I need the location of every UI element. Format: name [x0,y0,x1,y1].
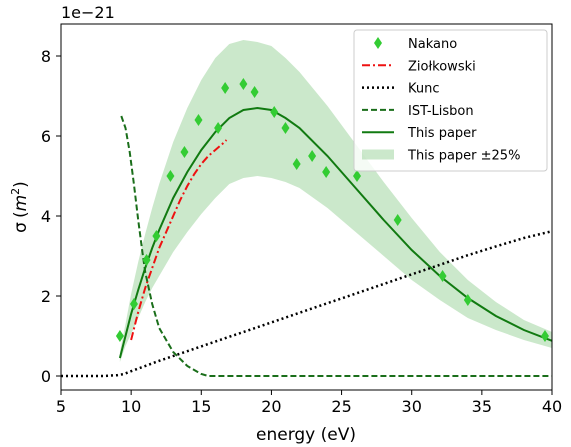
data-point-16 [353,170,362,182]
y-ticks: 0 2 4 6 8 [41,47,61,386]
legend: Nakano Ziołkowski Kunc IST-Lisbon This paper… [353,29,548,172]
x-tick-label: 15 [191,397,211,416]
markers-layer [115,78,549,342]
y-axis-label-close: ) [11,181,31,188]
data-point-8 [221,82,230,94]
legend-swatch [362,149,394,160]
plot-frame [60,23,553,391]
y-axis-label-exponent: 2 [9,188,22,195]
x-ticks: 5 10 15 20 25 30 35 40 [56,390,562,416]
legend-label: IST-Lisbon [408,104,474,119]
data-point-14 [308,150,317,162]
data-point-0 [115,330,124,342]
data-point-17 [393,214,402,226]
legend-label: Nakano [408,37,457,52]
data-point-4 [166,170,175,182]
x-tick-label: 30 [402,397,422,416]
y-tick-label: 4 [41,207,51,226]
y-axis-label-unit: m [11,195,31,212]
data-point-7 [214,122,223,134]
legend-label: This paper ±25% [407,149,520,164]
x-tick-label: 40 [542,397,562,416]
data-point-12 [281,122,290,134]
data-point-20 [540,330,549,342]
data-point-3 [152,230,161,242]
data-point-11 [270,106,279,118]
data-point-1 [129,298,138,310]
legend-entries: Nakano Ziołkowski Kunc IST-Lisbon This paper… [362,37,520,164]
x-tick-label: 20 [261,397,281,416]
data-point-6 [194,114,203,126]
y-axis-label-symbol: σ [11,222,31,233]
x-tick-label: 10 [121,397,141,416]
data-point-2 [142,254,151,266]
y-tick-label: 6 [41,127,51,146]
legend-box [353,29,548,172]
offset-text: 1e−21 [61,3,115,22]
y-tick-label: 2 [41,287,51,306]
data-point-9 [239,78,248,90]
data-point-10 [250,86,259,98]
x-tick-label: 35 [472,397,492,416]
legend-label: This paper [407,126,477,141]
x-tick-label: 25 [331,397,351,416]
x-axis-label: energy (eV) [256,425,356,445]
y-axis-label-open: ( [11,211,31,218]
y-axis-label: σ (m2) [9,181,31,233]
series-line-3 [120,115,552,377]
legend-label: Ziołkowski [408,59,476,74]
data-point-5 [180,146,189,158]
legend-marker [374,37,382,49]
data-point-18 [438,270,447,282]
y-tick-label: 0 [41,367,51,386]
data-point-19 [463,294,472,306]
y-tick-label: 8 [41,47,51,66]
legend-label: Kunc [408,82,440,97]
data-point-13 [292,158,301,170]
data-point-15 [322,166,331,178]
x-tick-label: 5 [56,397,66,416]
